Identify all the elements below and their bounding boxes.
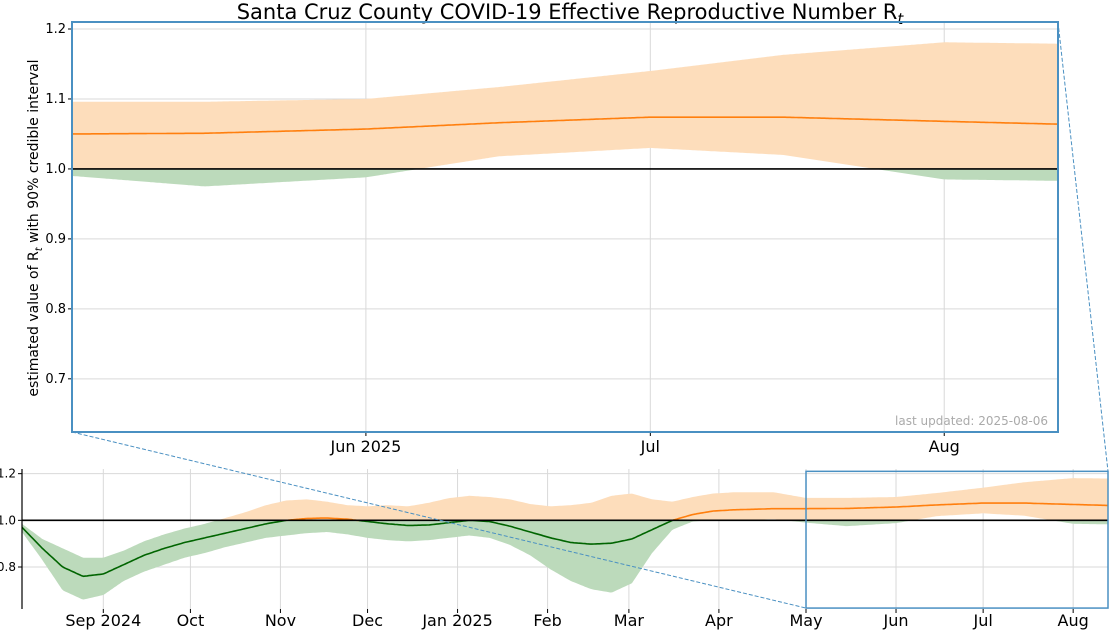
overview-xtick-label: Jan 2025 (421, 611, 492, 630)
overview-xtick-label: Sep 2024 (65, 611, 141, 630)
overview-xtick-label: Feb (533, 611, 561, 630)
overview-band-above (22, 478, 1108, 521)
y-axis-label-subscript: t (34, 246, 45, 251)
overview-xtick-label: Jul (972, 611, 992, 630)
overview-median-line (673, 502, 1108, 521)
zoom-xtick-label: Jun 2025 (329, 437, 401, 456)
zoom-indicator-box (805, 470, 1109, 609)
last-updated-annotation: last updated: 2025-08-06 (895, 414, 1048, 428)
overview-xtick-label: Nov (265, 611, 296, 630)
overview-ytick-label: 0.8 (0, 560, 16, 574)
overview-median-line (22, 519, 287, 578)
chart-title-subscript: t (897, 10, 904, 28)
zoom-indicator (71, 21, 1109, 609)
overview-xtick-label: May (789, 611, 822, 630)
zoom-plot-data (72, 42, 1058, 187)
zoom-panel-frame (71, 21, 1059, 433)
overview-xtick-label: Oct (177, 611, 205, 630)
zoom-band-below (72, 168, 1058, 187)
zoom-xtick-label: Aug (929, 437, 960, 456)
zoom-ytick-label: 1.1 (45, 92, 66, 107)
y-axis-label-suffix: with 90% credible interval (26, 59, 42, 247)
overview-median-line (358, 519, 674, 545)
overview-ytick-label: 1.0 (0, 513, 16, 527)
y-axis-label-prefix: estimated value of R (26, 251, 42, 397)
zoom-ytick-label: 1.2 (45, 22, 66, 37)
overview-band-below (22, 520, 1108, 600)
zoom-connector-right (1057, 21, 1109, 472)
chart-title: Santa Cruz County COVID-19 Effective Rep… (237, 0, 905, 28)
overview-median-line (286, 517, 359, 522)
zoom-median-line (72, 116, 1058, 135)
zoom-ytick-label: 0.8 (45, 302, 66, 317)
y-axis-label: estimated value of Rt with 90% credible … (26, 59, 45, 396)
overview-xtick-label: Apr (705, 611, 733, 630)
overview-xtick-label: Dec (352, 611, 383, 630)
zoom-band-above (72, 42, 1058, 169)
overview-xtick-label: Aug (1058, 611, 1089, 630)
chart-title-text: Santa Cruz County COVID-19 Effective Rep… (237, 0, 898, 24)
zoom-xtick-label: Jul (640, 437, 660, 456)
overview-ytick-label: 1.2 (0, 467, 16, 481)
zoom-ytick-label: 0.9 (45, 232, 66, 247)
overview-plot-data (22, 478, 1108, 600)
overview-xtick-label: Jun (883, 611, 909, 630)
zoom-ytick-label: 1.0 (45, 162, 66, 177)
overview-xtick-label: Mar (614, 611, 645, 630)
zoom-ytick-label: 0.7 (45, 372, 66, 387)
overview-axis-ticks: 0.8 1.0 1.2 Sep 2024 Oct Nov Dec Jan 2025 Feb Mar… (0, 467, 1089, 630)
